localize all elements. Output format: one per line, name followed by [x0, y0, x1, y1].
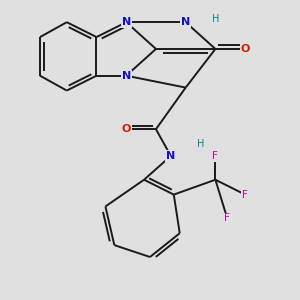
Text: O: O [122, 124, 131, 134]
Text: H: H [212, 14, 219, 24]
Text: N: N [166, 151, 176, 161]
Text: F: F [212, 151, 218, 161]
Text: N: N [122, 17, 131, 27]
Text: F: F [242, 190, 248, 200]
Text: N: N [122, 71, 131, 81]
Text: N: N [181, 17, 190, 27]
Text: H: H [197, 139, 204, 149]
Text: O: O [240, 44, 250, 54]
Text: F: F [224, 213, 230, 224]
